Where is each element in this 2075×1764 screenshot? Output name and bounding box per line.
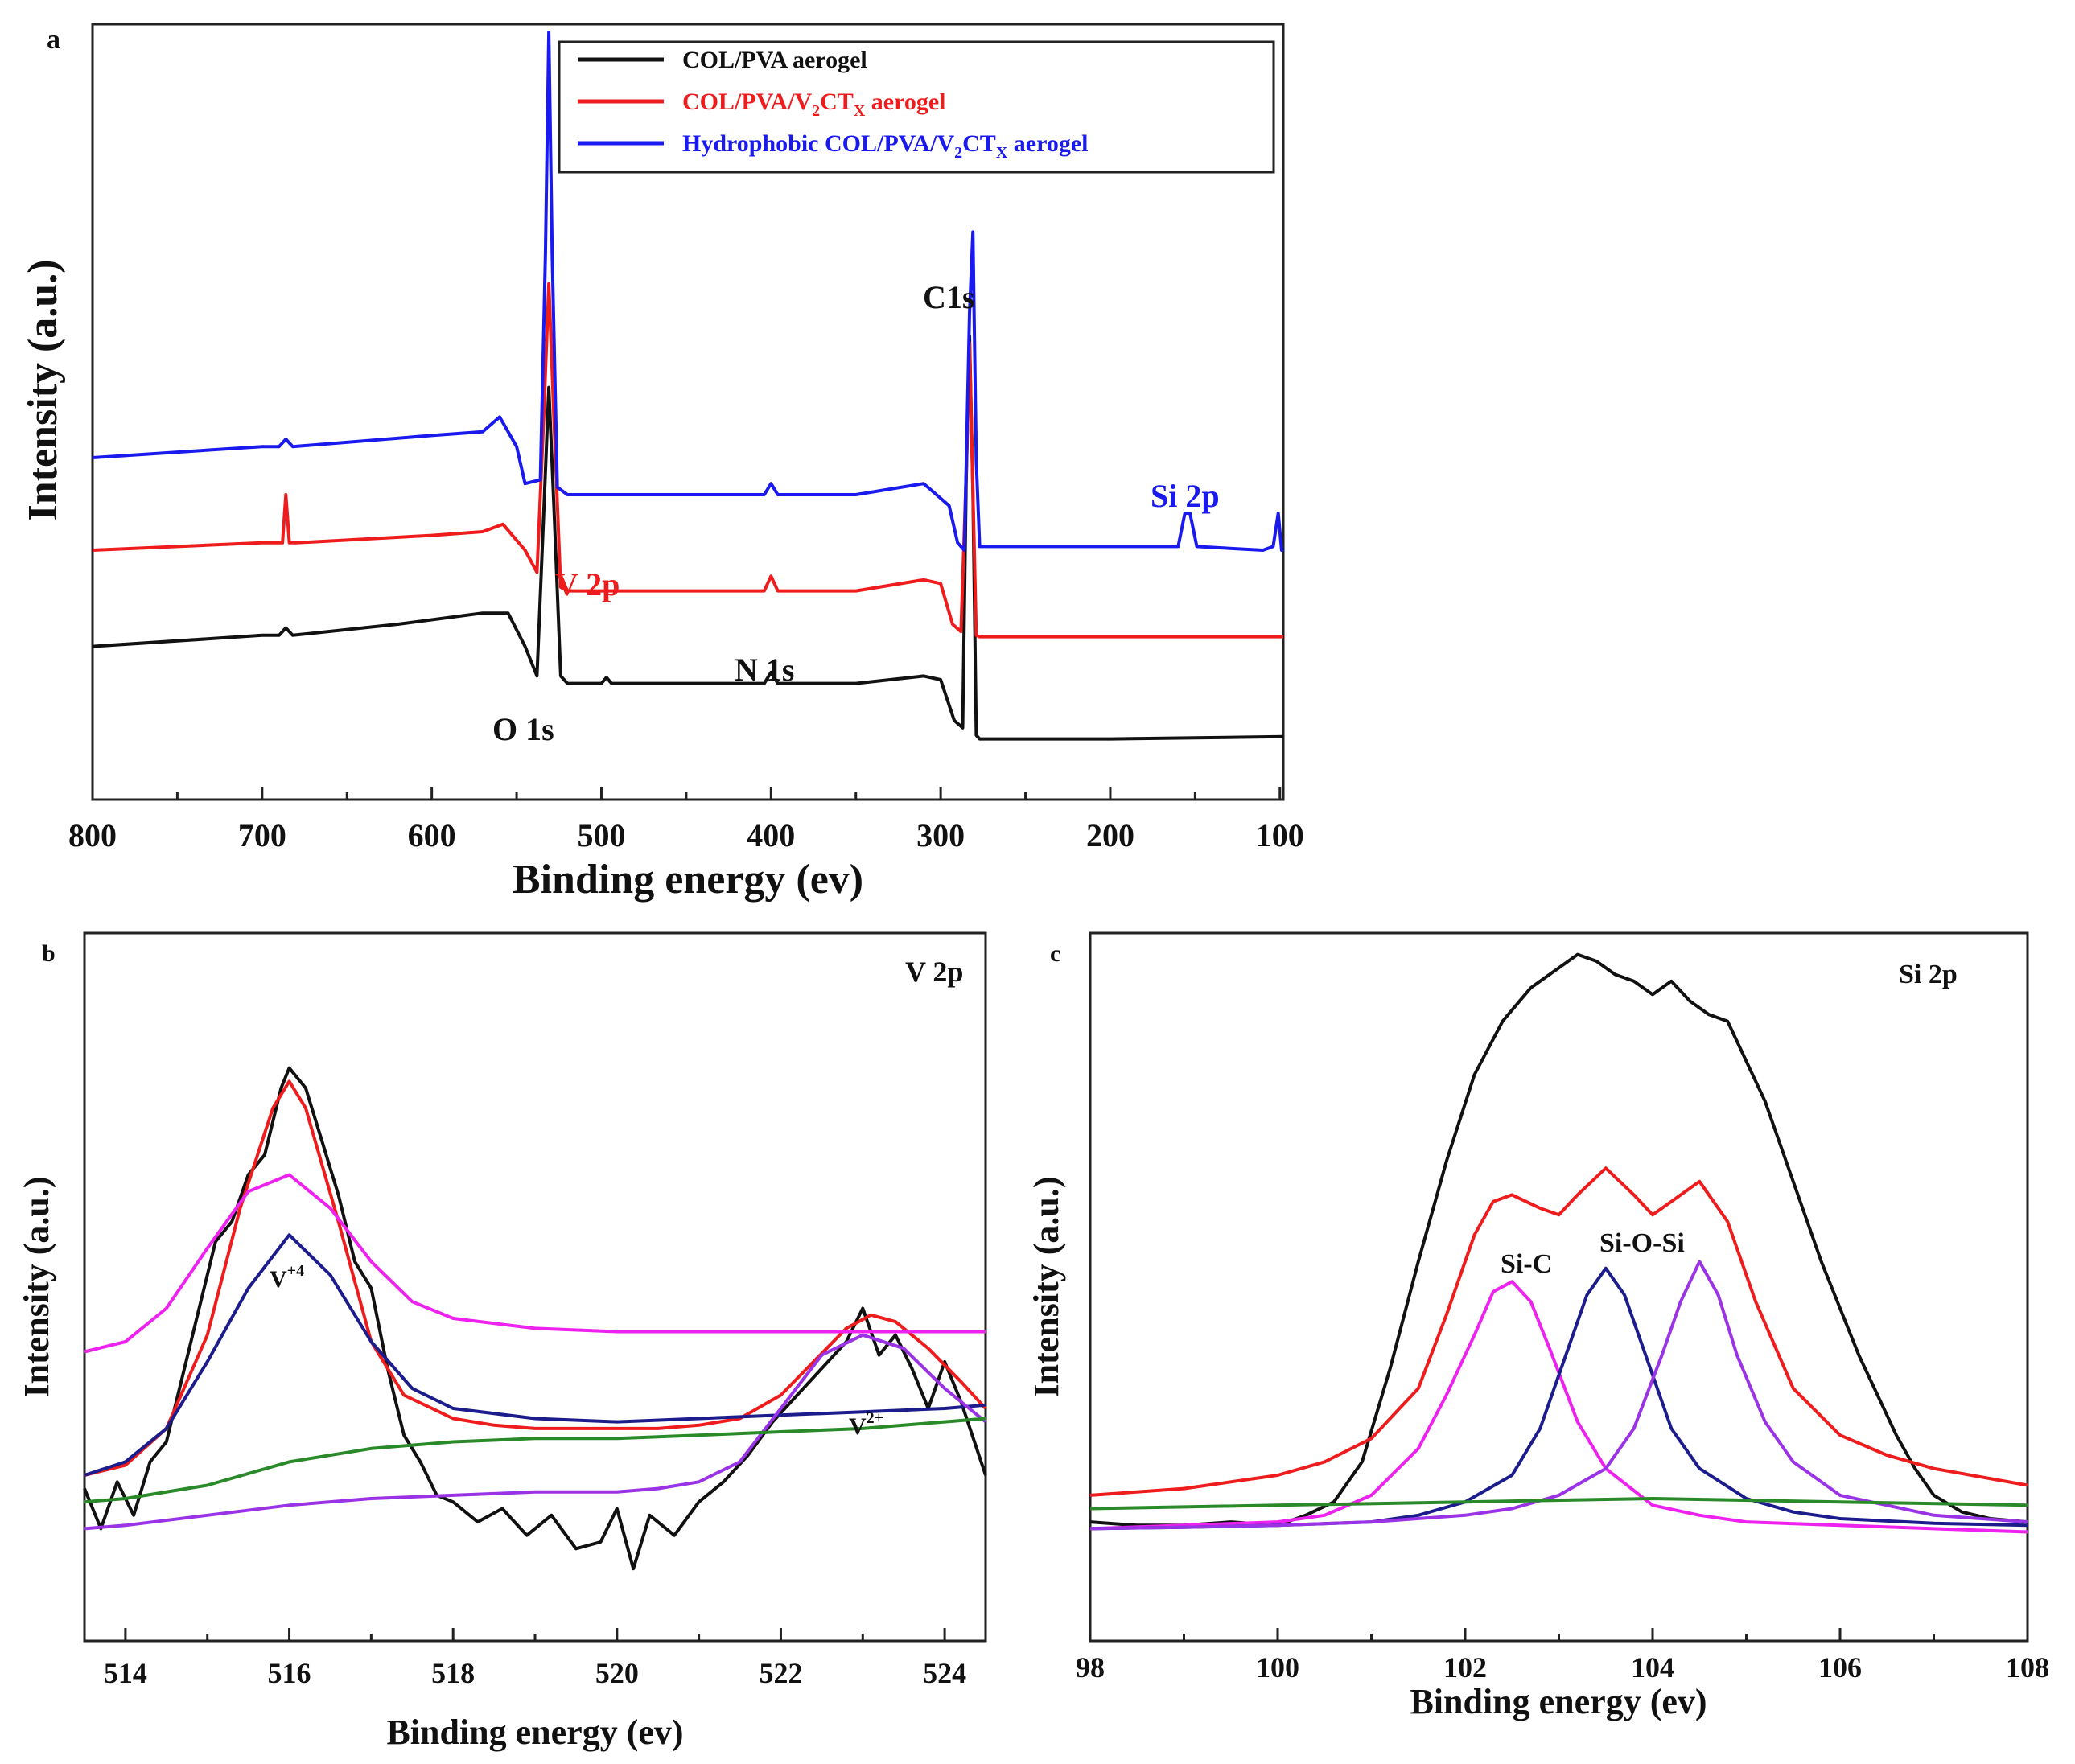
annotation-si-o-si: Si-O-Si [1599, 1228, 1685, 1258]
annotation-c1s: C1s [923, 279, 974, 315]
annotation-o-1s: O 1s [492, 711, 554, 747]
panel-c-x-axis-label: Binding energy (ev) [1410, 1682, 1707, 1721]
series-line-experimental [83, 1066, 987, 1571]
panel-c-y-axis-label: Intensity (a.u.) [1027, 1176, 1066, 1397]
x-tick-label-400: 400 [747, 817, 795, 853]
x-tick-label-600: 600 [408, 817, 456, 853]
x-tick-label-104: 104 [1631, 1651, 1674, 1684]
x-tick-label-200: 200 [1086, 817, 1134, 853]
x-tick-label-500: 500 [577, 817, 625, 853]
series-line-v2-component [84, 1333, 987, 1531]
panel-a-plot-area [91, 23, 1285, 801]
series-line-si-c-component [1089, 1280, 2028, 1534]
series-line-fitted-envelope [1089, 1166, 2028, 1497]
x-tick-label-522: 522 [759, 1657, 802, 1689]
panel-a-y-axis-label: Intensity (a.u.) [20, 259, 66, 520]
panel-a-letter: a [47, 25, 60, 55]
series-line-si-o-si-component [1089, 1266, 2028, 1531]
panel-c: c 98 100 102 104 106 108 Si 2p Binding energy… [1027, 931, 2049, 1721]
series-line-si-o-si-component-b [1089, 1260, 2028, 1531]
panel-a-legend: COL/PVA aerogel COL/PVA/V2CTX aerogel Hydr… [558, 40, 1275, 174]
panel-b-title: V 2p [905, 956, 963, 988]
panel-b-x-axis-label: Binding energy (ev) [386, 1713, 683, 1752]
legend-box [558, 40, 1275, 174]
series-line-v-4-component-b [84, 1233, 986, 1477]
x-tick-label-516: 516 [268, 1657, 311, 1689]
panel-b-y-axis-label: Intensity (a.u.) [17, 1176, 56, 1397]
annotation-v4plus: V+4 [270, 1262, 304, 1293]
x-tick-label-524: 524 [923, 1657, 966, 1689]
series-line-hydrophobic-col-pva-v2ctx-aerogel [92, 31, 1283, 552]
series-line-col-pva-aerogel [92, 334, 1284, 741]
panel-a: a 800 700 600 500 400 300 200 100 Binding energ… [20, 23, 1304, 903]
panel-a-x-axis-label: Binding energy (ev) [513, 857, 863, 903]
series-line-fitted-envelope [84, 1079, 987, 1477]
annotation-si-2p: Si 2p [1151, 478, 1220, 514]
series-line-experimental [1089, 952, 2028, 1528]
annotation-v2plus: V2+ [849, 1409, 883, 1440]
annotation-v-2p: V 2p [555, 566, 620, 602]
x-tick-label-100: 100 [1256, 817, 1304, 853]
panel-b-letter: b [42, 940, 56, 967]
panel-c-letter: c [1050, 940, 1060, 967]
x-tick-label-100: 100 [1256, 1651, 1299, 1684]
legend-label: COL/PVA/V2CTX aerogel [682, 88, 946, 120]
panel-c-title: Si 2p [1899, 960, 1958, 989]
x-tick-label-800: 800 [68, 817, 117, 853]
x-tick-label-514: 514 [104, 1657, 147, 1689]
x-tick-label-518: 518 [431, 1657, 475, 1689]
panel-c-plot-area [1089, 931, 2029, 1643]
series-line-v-4-component-a [84, 1173, 986, 1354]
legend-label: COL/PVA aerogel [682, 47, 867, 73]
x-tick-label-520: 520 [595, 1657, 639, 1689]
x-tick-label-108: 108 [2006, 1651, 2049, 1684]
legend-label: Hydrophobic COL/PVA/V2CTX aerogel [682, 130, 1089, 162]
x-tick-label-102: 102 [1443, 1651, 1487, 1684]
annotation-n-1s: N 1s [735, 652, 794, 688]
annotation-si-c: Si-C [1501, 1249, 1552, 1279]
x-tick-label-98: 98 [1076, 1651, 1105, 1684]
x-tick-label-700: 700 [238, 817, 286, 853]
series-line-background [84, 1417, 986, 1504]
series-line-background [1089, 1497, 2028, 1511]
x-tick-label-106: 106 [1818, 1651, 1862, 1684]
series-line-col-pva-v2ctx-aerogel [92, 282, 1283, 639]
panel-b: b 514 516 518 520 522 524 V 2p Binding energy… [17, 931, 987, 1752]
x-tick-label-300: 300 [916, 817, 965, 853]
